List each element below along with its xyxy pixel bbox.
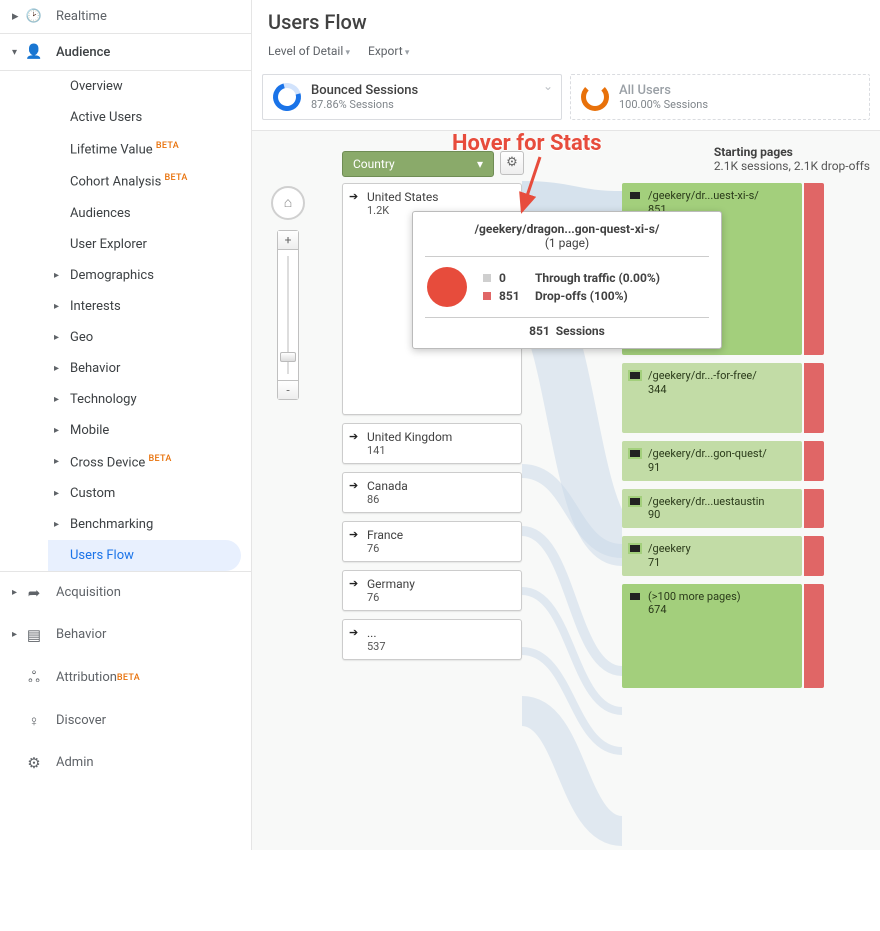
sidebar-item-acquisition[interactable]: ▸➦Acquisition (0, 572, 251, 614)
nav-behavior[interactable]: Behavior (48, 353, 251, 384)
sidebar-item-attribution[interactable]: ஃAttribution BETA (0, 656, 251, 700)
nav-cohort-analysis[interactable]: Cohort Analysis BETA (48, 165, 251, 197)
hover-tooltip: /geekery/dragon...gon-quest-xi-s/ (1 pag… (412, 211, 722, 349)
country-node[interactable]: Germany76 (342, 570, 522, 611)
annotation-text: Hover for Stats (452, 131, 602, 156)
nav-active-users[interactable]: Active Users (48, 102, 251, 133)
attribution-icon: ஃ (22, 668, 46, 688)
nav-audiences[interactable]: Audiences (48, 198, 251, 229)
nav-cross-device[interactable]: Cross Device BETA (48, 446, 251, 478)
page-node[interactable]: /geekery/dr...uestaustin90 (622, 489, 802, 529)
sidebar-bottom: ▸➦Acquisition ▸▤Behavior ஃAttribution BE… (0, 571, 251, 784)
zoom-in-button[interactable]: + (278, 231, 298, 250)
tooltip-path: /geekery/dragon...gon-quest-xi-s/ (425, 222, 709, 236)
behavior-icon: ▤ (22, 626, 46, 644)
flow-canvas[interactable]: Country▾ ⚙ ⌂ + - Starting pages 2.1K ses… (252, 131, 880, 850)
segment-bar: Bounced Sessions 87.86% Sessions ⌄ All U… (252, 68, 880, 131)
ring-icon (581, 83, 609, 111)
nav-geo[interactable]: Geo (48, 322, 251, 353)
country-node[interactable]: Canada86 (342, 472, 522, 513)
realtime-label: Realtime (56, 9, 107, 24)
sidebar-item-behavior[interactable]: ▸▤Behavior (0, 614, 251, 656)
person-icon: 👤 (22, 44, 46, 60)
nav-demographics[interactable]: Demographics (48, 260, 251, 291)
clock-icon: 🕑 (22, 9, 46, 24)
zoom-out-button[interactable]: - (278, 380, 298, 399)
audience-label: Audience (56, 45, 110, 60)
sidebar: ▸ 🕑 Realtime ▾ 👤 Audience Overview Activ… (0, 0, 252, 850)
zoom-handle[interactable] (280, 352, 296, 362)
nav-users-flow[interactable]: Users Flow (48, 540, 241, 571)
segment-bounced[interactable]: Bounced Sessions 87.86% Sessions ⌄ (262, 74, 562, 120)
nav-custom[interactable]: Custom (48, 478, 251, 509)
nav-mobile[interactable]: Mobile (48, 415, 251, 446)
page-node[interactable]: /geekery71 (622, 536, 802, 576)
acquisition-icon: ➦ (22, 584, 46, 602)
segment-b-title: All Users (619, 83, 708, 98)
segment-all-users[interactable]: All Users 100.00% Sessions (570, 74, 870, 120)
nav-interests[interactable]: Interests (48, 291, 251, 322)
audience-subnav: Overview Active Users Lifetime Value BET… (0, 71, 251, 571)
discover-icon: ♀ (22, 712, 46, 730)
nav-technology[interactable]: Technology (48, 384, 251, 415)
chevron-down-icon: ▾ (12, 47, 22, 58)
sidebar-item-discover[interactable]: ♀Discover (0, 700, 251, 742)
nav-lifetime-value[interactable]: Lifetime Value BETA (48, 133, 251, 165)
segment-b-sub: 100.00% Sessions (619, 98, 708, 111)
sidebar-item-audience[interactable]: ▾ 👤 Audience (0, 34, 251, 71)
zoom-slider[interactable] (278, 250, 298, 380)
country-node[interactable]: ...537 (342, 619, 522, 660)
chevron-right-icon: ▸ (12, 9, 22, 24)
tooltip-pages: (1 page) (425, 236, 709, 250)
swatch-icon (483, 292, 491, 300)
starting-pages-header: Starting pages 2.1K sessions, 2.1K drop-… (714, 145, 870, 173)
home-button[interactable]: ⌂ (271, 186, 305, 220)
gear-icon: ⚙ (22, 754, 46, 772)
page-node[interactable]: /geekery/dr...gon-quest/91 (622, 441, 802, 481)
segment-a-sub: 87.86% Sessions (311, 98, 418, 111)
page-title: Users Flow (268, 10, 864, 34)
segment-a-title: Bounced Sessions (311, 83, 418, 98)
zoom-controls: ⌂ + - (274, 186, 305, 400)
nav-overview[interactable]: Overview (48, 71, 251, 102)
nav-user-explorer[interactable]: User Explorer (48, 229, 251, 260)
swatch-icon (483, 274, 491, 282)
country-node[interactable]: United Kingdom141 (342, 423, 522, 464)
export-dropdown[interactable]: Export (368, 44, 409, 58)
pie-icon (427, 267, 467, 307)
main: Users Flow Level of Detail Export Bounce… (252, 0, 880, 850)
sidebar-item-realtime[interactable]: ▸ 🕑 Realtime (0, 0, 251, 34)
page-node[interactable]: /geekery/dr...-for-free/344 (622, 363, 802, 433)
page-header: Users Flow Level of Detail Export (252, 0, 880, 68)
nav-benchmarking[interactable]: Benchmarking (48, 509, 251, 540)
page-node-more[interactable]: (>100 more pages)674 (622, 584, 802, 688)
ring-icon (268, 78, 306, 116)
sidebar-item-admin[interactable]: ⚙Admin (0, 742, 251, 784)
chevron-down-icon[interactable]: ⌄ (543, 79, 553, 93)
toolbar: Level of Detail Export (268, 34, 864, 68)
chevron-down-icon: ▾ (477, 157, 483, 171)
country-node[interactable]: France76 (342, 521, 522, 562)
level-of-detail-dropdown[interactable]: Level of Detail (268, 44, 350, 58)
